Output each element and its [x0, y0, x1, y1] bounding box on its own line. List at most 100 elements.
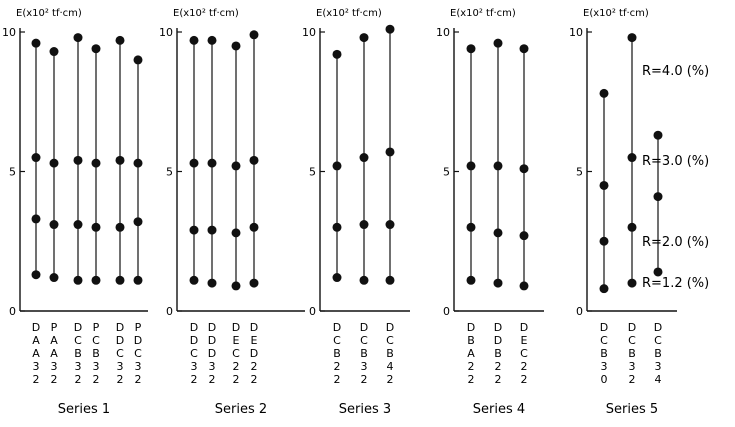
category-label-char: 2 — [51, 373, 58, 386]
y-tick-label: 10 — [569, 26, 583, 39]
data-point — [599, 180, 609, 190]
data-point — [49, 158, 59, 168]
category-label-char: 2 — [629, 373, 636, 386]
data-point — [359, 220, 369, 230]
data-point — [91, 158, 101, 168]
data-point — [189, 225, 199, 235]
y-tick-label: 10 — [436, 26, 450, 39]
category-label-char: D — [208, 334, 216, 347]
data-point — [249, 30, 259, 40]
category-label-char: A — [50, 347, 58, 360]
data-point — [133, 158, 143, 168]
category-label-char: 2 — [117, 373, 124, 386]
data-point — [466, 275, 476, 285]
data-point — [73, 220, 83, 230]
category-label-char: B — [360, 347, 368, 360]
category-label-char: D — [600, 321, 608, 334]
r-level-label: R=4.0 (%) — [642, 64, 709, 79]
data-point — [189, 35, 199, 45]
series-title: Series 1 — [58, 402, 110, 417]
r-level-label: R=3.0 (%) — [642, 154, 709, 169]
category-label-char: C — [74, 334, 82, 347]
data-point — [115, 155, 125, 165]
data-point — [231, 228, 241, 238]
category-label-char: P — [135, 321, 142, 334]
category-label-char: D — [32, 321, 40, 334]
category-label-char: 2 — [495, 373, 502, 386]
y-tick-label: 5 — [576, 166, 583, 179]
data-point — [385, 147, 395, 157]
data-point — [519, 44, 529, 54]
data-point — [599, 88, 609, 98]
data-point — [599, 236, 609, 246]
category-label-char: D — [467, 321, 475, 334]
category-label-char: B — [333, 347, 341, 360]
category-label-char: 3 — [75, 360, 82, 373]
category-label-char: D — [116, 321, 124, 334]
category-label-char: D — [628, 321, 636, 334]
data-point — [31, 153, 41, 163]
category-label-char: 2 — [468, 360, 475, 373]
category-label-char: A — [467, 347, 475, 360]
data-point — [249, 222, 259, 232]
y-tick-label: 10 — [159, 26, 173, 39]
r-level-label: R=1.2 (%) — [642, 276, 709, 291]
data-point — [207, 158, 217, 168]
data-point — [627, 153, 637, 163]
category-label-char: D — [232, 321, 240, 334]
data-point — [599, 284, 609, 294]
category-label-char: D — [494, 334, 502, 347]
category-label-char: C — [232, 347, 240, 360]
r-level-label: R=2.0 (%) — [642, 235, 709, 250]
category-label-char: 2 — [521, 360, 528, 373]
data-point — [249, 155, 259, 165]
category-label-char: D — [190, 334, 198, 347]
category-label-char: B — [494, 347, 502, 360]
data-point — [332, 273, 342, 283]
y-tick-label: 0 — [576, 305, 583, 318]
y-axis-label: E(x10² tf·cm) — [316, 8, 382, 19]
category-label-char: C — [333, 334, 341, 347]
data-point — [115, 222, 125, 232]
y-tick-label: 5 — [309, 166, 316, 179]
data-point — [73, 33, 83, 43]
y-tick-label: 10 — [2, 26, 16, 39]
category-label-char: E — [521, 334, 528, 347]
data-point — [653, 130, 663, 140]
data-point — [493, 161, 503, 171]
y-tick-label: 0 — [9, 305, 16, 318]
category-label-char: P — [51, 321, 58, 334]
category-label-char: C — [190, 347, 198, 360]
data-point — [359, 153, 369, 163]
category-label-char: B — [92, 347, 100, 360]
category-label-char: 2 — [93, 373, 100, 386]
category-label-char: C — [520, 347, 528, 360]
data-point — [466, 161, 476, 171]
data-point — [31, 270, 41, 280]
data-point — [133, 275, 143, 285]
data-point — [207, 278, 217, 288]
category-label-char: B — [467, 334, 475, 347]
data-point — [493, 278, 503, 288]
data-point — [207, 35, 217, 45]
category-label-char: C — [654, 334, 662, 347]
category-label-char: 2 — [135, 373, 142, 386]
category-label-char: C — [92, 334, 100, 347]
category-label-char: 4 — [387, 360, 394, 373]
category-label-char: A — [32, 347, 40, 360]
category-label-char: D — [333, 321, 341, 334]
y-tick-label: 0 — [443, 305, 450, 318]
category-label-char: B — [654, 347, 662, 360]
data-point — [133, 55, 143, 65]
category-label-char: 3 — [117, 360, 124, 373]
category-label-char: 2 — [521, 373, 528, 386]
category-label-char: C — [600, 334, 608, 347]
category-label-char: 2 — [387, 373, 394, 386]
category-label-char: 2 — [495, 360, 502, 373]
data-point — [91, 44, 101, 54]
category-label-char: 2 — [75, 373, 82, 386]
data-point — [207, 225, 217, 235]
data-point — [49, 220, 59, 230]
category-label-char: C — [386, 334, 394, 347]
